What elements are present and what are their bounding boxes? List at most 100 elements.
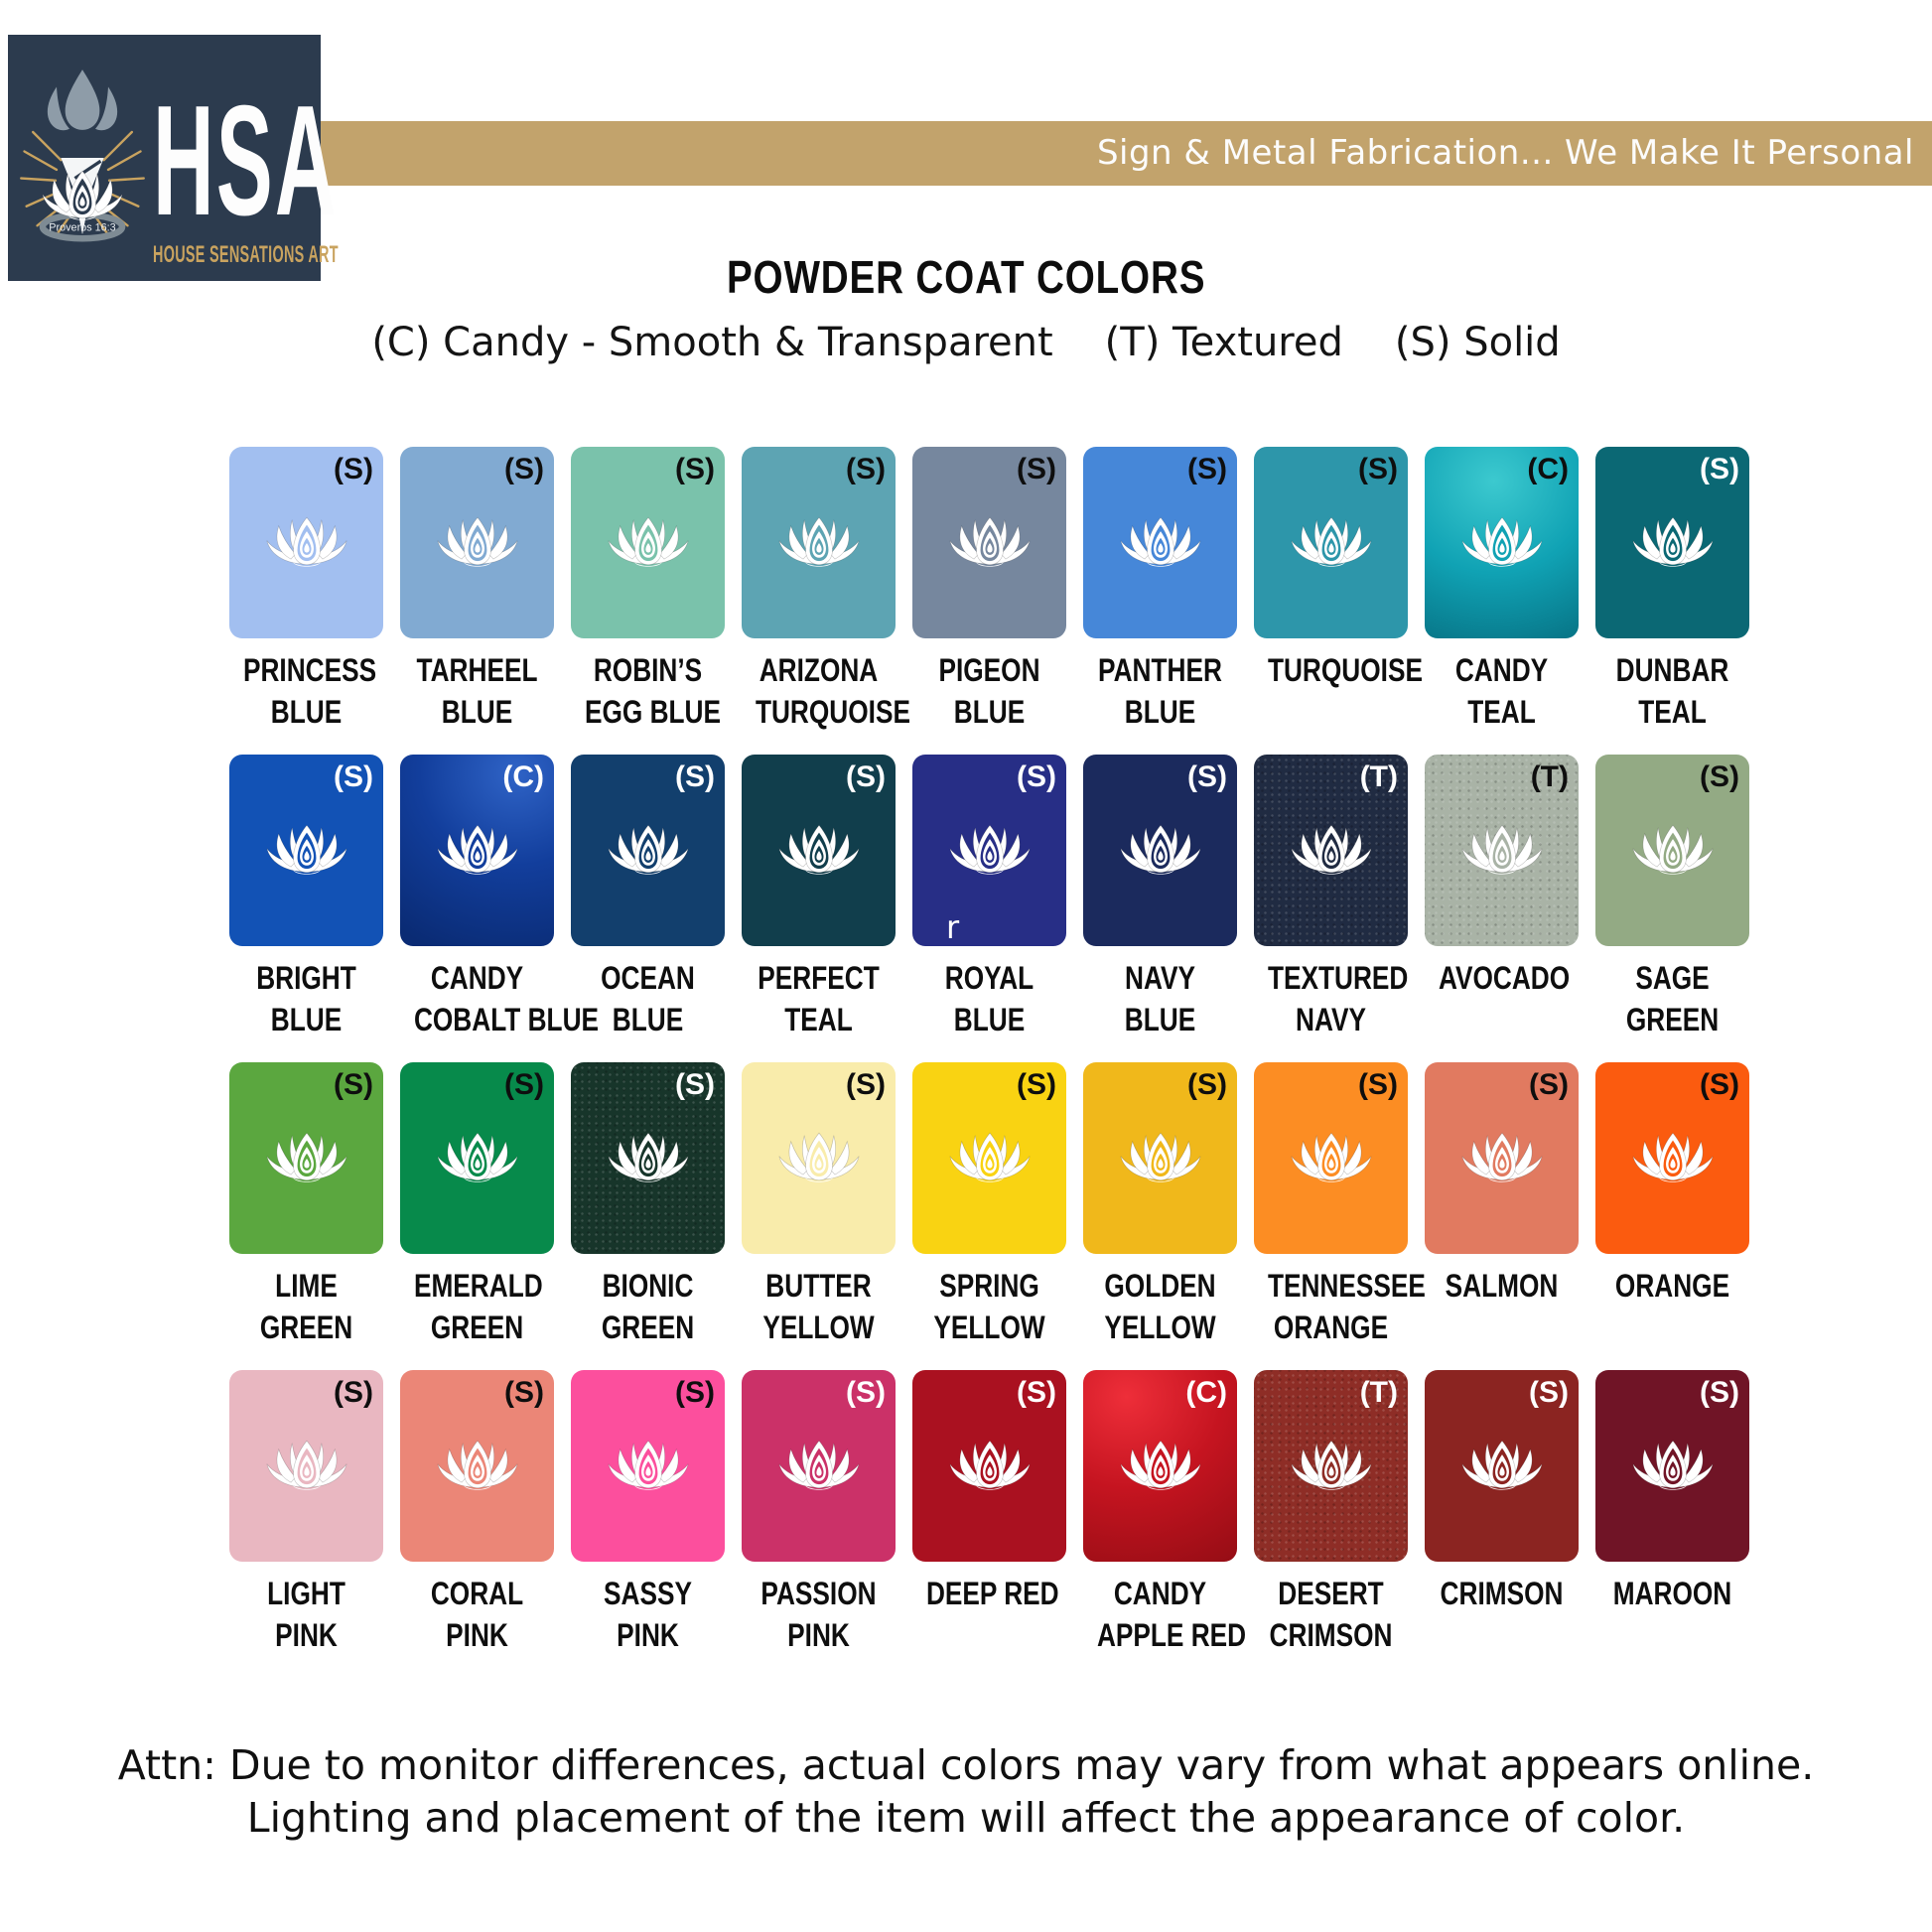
swatch-card-crimson: (S) xyxy=(1425,1370,1579,1562)
swatch-name-line: ROYAL xyxy=(944,960,1035,996)
banner-tagline: Sign & Metal Fabrication... We Make It P… xyxy=(1096,133,1914,173)
lotus-icon xyxy=(1461,1440,1542,1490)
lotus-icon xyxy=(608,1440,688,1490)
lotus-icon xyxy=(608,516,688,567)
swatch-finish-type: (S) xyxy=(504,1068,544,1101)
lotus-icon xyxy=(1291,516,1371,567)
swatch-card-robin-s-egg-blue: (S) xyxy=(571,447,725,638)
swatch-cell-turquoise: (S) TURQUOISE xyxy=(1254,447,1423,755)
swatch-finish-type: (S) xyxy=(334,1068,373,1101)
swatch-card-candy-teal: (C) xyxy=(1425,447,1579,638)
brand-banner: Sign & Metal Fabrication... We Make It P… xyxy=(320,121,1932,186)
swatch-name-label: DUNBAR TEAL xyxy=(1609,650,1735,733)
swatch-name-line: ROBIN’S xyxy=(593,652,703,688)
swatch-cell-navy-blue: (S) NAVY BLUE xyxy=(1083,755,1237,1062)
swatch-card-candy-cobalt-blue: (C) xyxy=(400,755,554,946)
swatch-card-sassy-pink: (S) xyxy=(571,1370,725,1562)
swatch-finish-type: (S) xyxy=(1700,1376,1739,1409)
swatch-name-line: GREEN xyxy=(1625,1001,1720,1037)
lotus-icon xyxy=(437,1132,517,1182)
swatch-name-line: TURQUOISE xyxy=(1267,652,1423,688)
lotus-icon xyxy=(1632,824,1713,875)
swatch-cell-ocean-blue: (S) OCEAN BLUE xyxy=(571,755,725,1062)
swatch-cell-royal-blue: (S) r ROYAL BLUE xyxy=(912,755,1066,1062)
swatch-name-label: CRIMSON xyxy=(1439,1574,1565,1615)
swatch-name-label: TURQUOISE xyxy=(1267,650,1423,692)
swatch-name-label: DEEP RED xyxy=(926,1574,1059,1615)
swatch-cell-candy-cobalt-blue: (C) CANDY COBALT BLUE xyxy=(400,755,600,1062)
swatch-name-label: LIGHT PINK xyxy=(243,1574,369,1656)
swatch-name-line: GREEN xyxy=(601,1309,695,1345)
swatch-name-line: YELLOW xyxy=(933,1309,1045,1345)
swatch-cell-salmon: (S) SALMON xyxy=(1425,1062,1579,1370)
swatch-card-arizona-turquoise: (S) xyxy=(742,447,896,638)
swatch-finish-type: (S) xyxy=(1017,1376,1056,1409)
swatch-card-pigeon-blue: (S) xyxy=(912,447,1066,638)
swatch-name-line: SALMON xyxy=(1445,1268,1559,1304)
swatch-name-label: CANDY TEAL xyxy=(1439,650,1565,733)
swatch-name-line: BLUE xyxy=(612,1001,684,1037)
swatch-card-royal-blue: (S) r xyxy=(912,755,1066,946)
swatch-finish-type: (S) xyxy=(1017,760,1056,793)
swatch-finish-type: (C) xyxy=(1527,453,1569,485)
swatch-name-label: OCEAN BLUE xyxy=(585,958,711,1040)
swatch-finish-type: (S) xyxy=(1187,1068,1227,1101)
lotus-icon xyxy=(778,1132,859,1182)
swatch-finish-type: (T) xyxy=(1530,760,1569,793)
swatch-cell-bionic-green: (S) BIONIC GREEN xyxy=(571,1062,725,1370)
swatch-cell-perfect-teal: (S) PERFECT TEAL xyxy=(742,755,896,1062)
lotus-icon xyxy=(266,824,346,875)
swatch-finish-type: (S) xyxy=(1187,760,1227,793)
swatch-name-line: ORANGE xyxy=(1273,1309,1389,1345)
swatch-cell-panther-blue: (S) PANTHER BLUE xyxy=(1083,447,1237,755)
swatch-cell-spring-yellow: (S) SPRING YELLOW xyxy=(912,1062,1066,1370)
swatch-cell-sassy-pink: (S) SASSY PINK xyxy=(571,1370,725,1678)
swatch-card-sage-green: (S) xyxy=(1595,755,1749,946)
swatch-cell-emerald-green: (S) EMERALD GREEN xyxy=(400,1062,554,1370)
swatch-card-tennessee-orange: (S) xyxy=(1254,1062,1408,1254)
lotus-icon xyxy=(778,1440,859,1490)
lotus-icon xyxy=(1461,1132,1542,1182)
swatch-name-label: CANDY COBALT BLUE xyxy=(413,958,600,1040)
swatch-finish-type: (C) xyxy=(1185,1376,1227,1409)
swatch-name-label: CANDY APPLE RED xyxy=(1097,1574,1246,1656)
swatch-card-spring-yellow: (S) xyxy=(912,1062,1066,1254)
lotus-icon xyxy=(1291,1440,1371,1490)
legend-label: Solid xyxy=(1463,320,1561,365)
swatch-card-passion-pink: (S) xyxy=(742,1370,896,1562)
swatch-cell-sage-green: (S) SAGE GREEN xyxy=(1595,755,1749,1062)
swatch-name-line: GREEN xyxy=(430,1309,524,1345)
swatch-cell-crimson: (S) CRIMSON xyxy=(1425,1370,1579,1678)
swatch-card-avocado: (T) xyxy=(1425,755,1579,946)
swatch-cell-maroon: (S) MAROON xyxy=(1595,1370,1749,1678)
swatch-name-line: MAROON xyxy=(1612,1576,1732,1611)
lotus-icon xyxy=(1120,824,1200,875)
swatch-cell-tennessee-orange: (S) TENNESSEE ORANGE xyxy=(1254,1062,1426,1370)
swatch-name-line: COBALT BLUE xyxy=(413,1001,600,1037)
swatch-finish-type: (S) xyxy=(1017,1068,1056,1101)
lotus-icon xyxy=(437,1440,517,1490)
swatch-name-label: CORAL PINK xyxy=(414,1574,540,1656)
lotus-icon xyxy=(949,1132,1030,1182)
brand-logo: Proverbs 16:3 HSA HOUSE SENSATIONS ART xyxy=(8,35,339,281)
swatch-card-orange: (S) xyxy=(1595,1062,1749,1254)
swatch-name-label: PASSION PINK xyxy=(756,1574,882,1656)
swatch-finish-type: (S) xyxy=(675,1376,715,1409)
lotus-icon xyxy=(949,824,1030,875)
swatch-cell-golden-yellow: (S) GOLDEN YELLOW xyxy=(1083,1062,1237,1370)
swatch-finish-type: (S) xyxy=(334,1376,373,1409)
logo-verse: Proverbs 16:3 xyxy=(49,222,115,234)
swatch-finish-type: (S) xyxy=(1700,760,1739,793)
swatch-name-line: CRIMSON xyxy=(1440,1576,1564,1611)
finish-legend: (C) Candy - Smooth & Transparent (T) Text… xyxy=(0,320,1932,365)
lotus-icon xyxy=(1461,824,1542,875)
swatch-cell-pigeon-blue: (S) PIGEON BLUE xyxy=(912,447,1066,755)
lotus-icon xyxy=(1291,1132,1371,1182)
swatch-name-line: YELLOW xyxy=(762,1309,875,1345)
swatch-name-line: PINK xyxy=(787,1616,850,1653)
swatch-card-bionic-green: (S) xyxy=(571,1062,725,1254)
legend-label: Textured xyxy=(1173,320,1343,365)
swatch-name-label: TARHEEL BLUE xyxy=(414,650,540,733)
swatch-cell-tarheel-blue: (S) TARHEEL BLUE xyxy=(400,447,554,755)
legend-label: Candy - Smooth & Transparent xyxy=(443,320,1053,365)
